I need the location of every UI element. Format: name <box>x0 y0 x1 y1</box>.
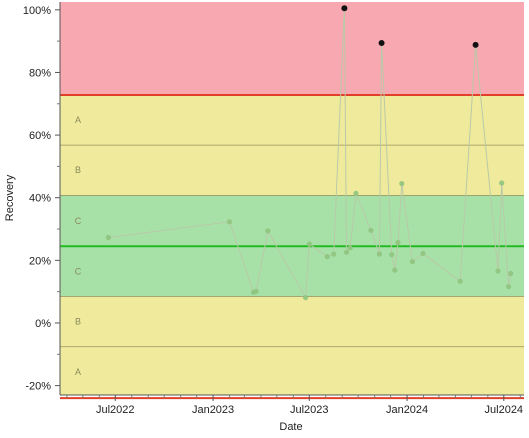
axes: -20% 0% 20% 40% 60% 80% 100% Jul2022 Jan2023 Jul2… <box>23 2 524 416</box>
data-point <box>395 239 401 246</box>
data-point <box>506 284 512 290</box>
y-tick-label: 60% <box>29 130 51 142</box>
zone-label: C <box>75 216 82 226</box>
data-point <box>457 278 463 284</box>
data-point <box>265 228 271 234</box>
y-tick-label: 20% <box>29 255 51 267</box>
data-point <box>392 267 398 273</box>
x-tick-label: Jul2022 <box>96 404 135 416</box>
out-of-control-point <box>378 40 385 46</box>
data-point <box>376 251 382 257</box>
data-point <box>499 180 505 186</box>
data-point <box>368 227 374 233</box>
zone-band <box>60 2 524 96</box>
data-point <box>347 245 353 251</box>
data-point <box>306 241 312 247</box>
zone-band <box>60 296 524 395</box>
data-point <box>508 270 514 277</box>
x-tick-label: Jan2024 <box>386 404 428 416</box>
y-tick-label: -20% <box>25 381 51 393</box>
data-point <box>331 251 337 257</box>
data-point <box>420 250 426 257</box>
zone-boundary-lines <box>60 144 524 348</box>
x-tick-label: Jul2023 <box>290 404 329 416</box>
zone-labels: A B C C B A <box>75 115 82 377</box>
data-point <box>353 190 359 196</box>
zone-bands <box>60 2 524 395</box>
zone-label: B <box>75 165 81 175</box>
data-series <box>105 5 514 301</box>
x-tick-label: Jul2024 <box>485 404 524 416</box>
data-point <box>303 295 309 301</box>
control-limit-lines <box>60 94 524 400</box>
x-tick-label: Jan2023 <box>192 404 234 416</box>
data-point <box>226 219 233 225</box>
data-point <box>105 234 111 241</box>
out-of-control-point <box>341 5 348 12</box>
zone-label: A <box>75 115 81 125</box>
data-point <box>495 268 501 274</box>
x-axis-title: Date <box>279 421 302 433</box>
zone-label: C <box>75 266 82 276</box>
y-tick-label: 80% <box>29 67 51 79</box>
y-axis-title: Recovery <box>4 174 16 221</box>
data-point <box>409 259 415 265</box>
y-tick-label: 100% <box>23 5 51 17</box>
data-point <box>343 249 350 255</box>
zone-label: B <box>75 316 81 326</box>
zone-label: A <box>75 367 81 377</box>
data-point <box>324 254 330 260</box>
y-tick-label: 40% <box>29 193 51 205</box>
data-point <box>399 181 405 187</box>
data-point <box>389 252 395 258</box>
out-of-control-point <box>472 41 479 48</box>
y-tick-label: 0% <box>35 318 51 330</box>
series-line <box>108 8 512 300</box>
data-point <box>253 288 259 294</box>
